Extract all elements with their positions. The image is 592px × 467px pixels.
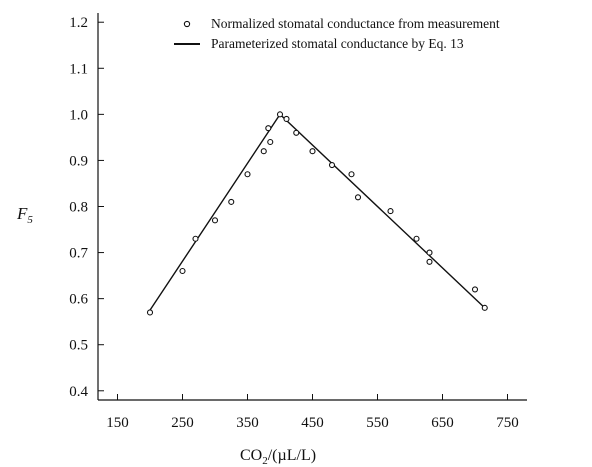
data-point: [387, 208, 394, 215]
model-line: [149, 113, 486, 311]
y-tick-label: 1.1: [69, 61, 88, 77]
legend-label-model: Parameterized stomatal conductance by Eq…: [211, 36, 464, 51]
x-tick-label: 250: [171, 415, 194, 431]
data-point: [146, 309, 154, 316]
data-point: [211, 217, 219, 224]
legend: Normalized stomatal conductance from mea…: [174, 16, 500, 51]
legend-marker-measurement: [183, 20, 191, 28]
data-point: [426, 258, 433, 265]
y-axis-label: F5: [16, 204, 33, 226]
data-point: [293, 129, 300, 136]
data-point: [354, 194, 362, 201]
data-point: [426, 249, 433, 256]
data-point: [283, 115, 290, 123]
x-ticks: 150 250 350 450 550 650 750: [106, 394, 519, 431]
x-tick-label: 650: [431, 415, 454, 431]
data-point: [471, 286, 479, 293]
y-tick-label: 1.2: [69, 15, 88, 31]
y-ticks: 0.4 0.5 0.6 0.7 0.8 0.9 1.0 1.1 1.2: [69, 15, 104, 400]
data-point: [267, 138, 274, 146]
y-tick-label: 0.8: [69, 200, 88, 216]
x-tick-label: 550: [366, 415, 389, 431]
y-tick-label: 0.6: [69, 292, 88, 308]
x-tick-label: 450: [301, 415, 324, 431]
data-point: [179, 267, 186, 275]
data-point: [481, 304, 488, 311]
y-tick-label: 1.0: [69, 107, 88, 123]
data-point: [348, 171, 355, 178]
data-point: [265, 125, 272, 132]
data-point: [192, 235, 199, 242]
measurement-points: [146, 111, 488, 316]
y-tick-label: 0.7: [69, 246, 88, 262]
x-tick-label: 750: [496, 415, 519, 431]
data-point: [328, 161, 336, 169]
x-tick-label: 350: [236, 415, 259, 431]
data-point: [244, 171, 251, 178]
x-tick-label: 150: [106, 415, 129, 431]
y-tick-label: 0.4: [69, 384, 88, 400]
data-point: [228, 198, 235, 205]
data-point: [276, 111, 284, 118]
y-tick-label: 0.9: [69, 153, 88, 169]
x-axis-label: CO2/(µL/L): [240, 447, 316, 467]
data-point: [260, 148, 267, 155]
y-tick-label: 0.5: [69, 338, 88, 354]
legend-label-measurement: Normalized stomatal conductance from mea…: [211, 16, 500, 31]
data-point: [309, 148, 316, 155]
data-point: [413, 235, 420, 242]
fitted-line: [149, 113, 486, 311]
axes: [97, 13, 527, 401]
